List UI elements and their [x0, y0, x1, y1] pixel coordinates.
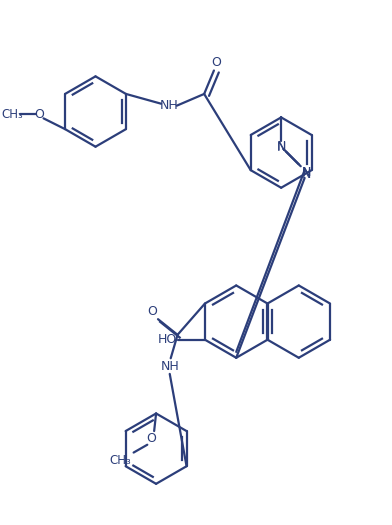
Text: NH: NH — [160, 360, 179, 373]
Text: O: O — [147, 305, 157, 318]
Text: CH₃: CH₃ — [109, 454, 131, 467]
Text: N: N — [276, 141, 286, 154]
Text: O: O — [35, 108, 45, 121]
Text: N: N — [302, 165, 311, 178]
Text: O: O — [211, 56, 221, 69]
Text: N: N — [302, 167, 311, 181]
Text: NH: NH — [160, 99, 178, 112]
Text: N: N — [276, 140, 286, 153]
Text: HO: HO — [158, 333, 178, 346]
Text: N: N — [302, 165, 311, 178]
Text: O: O — [146, 433, 156, 445]
Text: CH₃: CH₃ — [2, 108, 23, 121]
